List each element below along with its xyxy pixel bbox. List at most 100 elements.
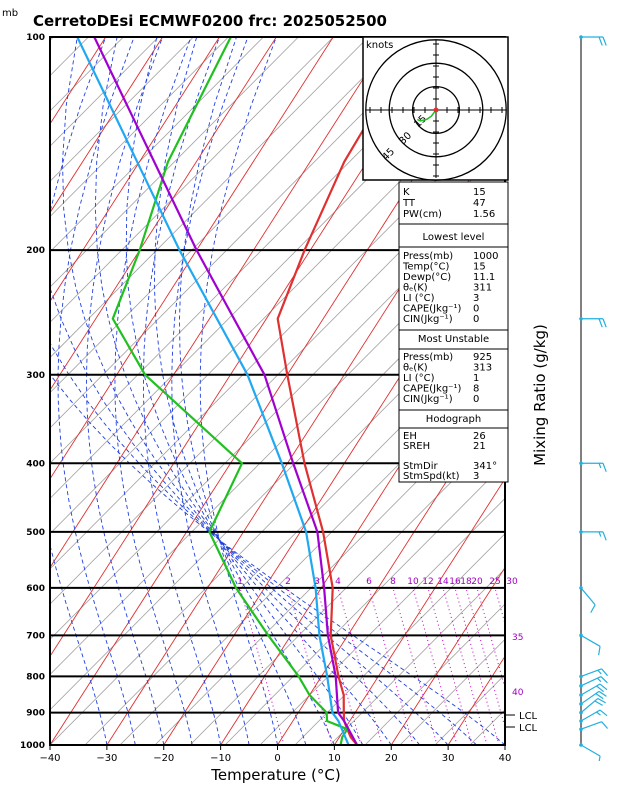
pressure-tick-label: 300 [26,371,45,381]
hodograph-table-row-label: SREH [403,441,430,452]
wind-barb-flag [590,604,596,613]
mixing-ratio-label: 4 [335,577,341,587]
moist-adiabat [114,37,193,745]
dry-adiabat [224,462,505,745]
moist-adiabat [142,37,222,745]
dry-adiabat [540,37,618,745]
lowest-level-table [398,223,509,331]
x-tick-label: −20 [153,753,174,764]
mixing-ratio-line [465,587,505,730]
dry-adiabat [294,533,505,745]
wind-barb-staff [580,676,602,687]
wind-barb-flag [598,690,607,697]
dry-adiabat [50,216,505,676]
moist-adiabat [50,286,449,745]
wind-barb-flag [602,36,607,46]
pressure-tick-label: 900 [26,709,45,719]
moist-adiabat [86,37,165,745]
dry-adiabat [50,37,264,253]
pressure-tick-label: 600 [26,584,45,594]
dry-adiabat [259,497,505,745]
pressure-tick-label: 800 [26,672,45,682]
x-axis-label: Temperature (°C) [210,766,340,784]
wind-barb-flag [596,685,604,693]
moist-adiabat [153,37,335,745]
wind-barb-flag [598,36,603,46]
dry-adiabat [50,37,194,182]
wind-barb-flag [596,677,602,683]
pressure-tick-label: 400 [26,459,45,469]
side-label: 40 [512,688,524,698]
x-tick-label: −30 [96,753,117,764]
wind-barb-staff [580,634,601,647]
index-row-label: TT [402,198,416,209]
hodograph-table-row-value: 21 [473,441,486,452]
moist-adiabat [50,37,108,745]
isotherm [50,37,334,480]
pressure-tick-label: 100 [26,33,45,43]
wind-barb-flag [598,318,603,328]
hodograph-units: knots [366,40,393,51]
lcl-label: LCL [519,723,538,734]
dry-adiabat [50,37,439,429]
lowest-level-row-label: CIN(Jkg⁻¹) [403,314,453,325]
lowest-level-row-value: 311 [473,283,492,294]
wind-barb-staff [580,709,601,722]
lowest-level-row-label: Dewp(°C) [403,272,451,283]
right-axis-label: Mixing Ratio (g/kg) [531,324,549,466]
wind-barb-flag [599,683,608,691]
lowest-level-row-value: 0 [473,314,479,325]
hodograph-table-row-label: StmSpd(kt) [403,471,460,482]
dry-adiabat [189,427,505,745]
lowest-level-row-value: 1000 [473,251,498,262]
mixing-ratio-label: 20 [471,577,483,587]
mixing-ratio-label: 10 [407,577,419,587]
wind-barb-flag [598,646,601,656]
index-row-value: 15 [473,187,486,198]
lowest-level-header: Lowest level [423,232,485,243]
lowest-level-row-value: 11.1 [473,272,495,283]
x-tick-label: −10 [210,753,231,764]
dry-adiabat [364,603,505,745]
isotherm [50,37,163,214]
moist-adiabat [179,37,307,745]
lowest-level-row-value: 0 [473,304,479,315]
mixing-ratio-labels: 1 2 3 4 6 8 10 12 14 16 18 20 25 30 [237,577,518,587]
wind-barb-flag [595,693,604,700]
dry-adiabat [50,37,299,288]
index-row-label: K [403,187,410,198]
mixing-ratio-label: 16 [449,577,461,587]
most-unstable-row-label: CAPE(Jkg⁻¹) [403,384,461,395]
isotherm [562,37,618,745]
dry-adiabat [50,37,404,394]
mixing-ratio-label: 14 [437,577,449,587]
dry-adiabat [154,392,505,745]
parcel-profile [93,37,359,745]
wind-profile [579,35,609,762]
wind-barb-flag [594,700,603,706]
moist-adiabat [50,341,477,745]
isotherm [333,477,505,745]
isotherm [50,37,277,391]
wind-barb-staff [580,721,602,730]
mixing-ratio-label: 1 [237,577,243,587]
dry-adiabat [50,37,159,147]
mixing-ratio-label: 3 [314,577,320,587]
most-unstable-row-value: 313 [473,363,492,374]
background-lines [50,37,618,745]
most-unstable-row-label: CIN(Jkg⁻¹) [403,394,453,405]
dry-adiabat [50,37,474,464]
pressure-tick-label: 700 [26,631,45,641]
most-unstable-row-label: Press(mb) [403,352,453,363]
lowest-level-row-label: Temp(°C) [402,262,450,273]
pressure-ticks: 100 200 300 400 500 600 700 800 900 1000 [20,33,45,751]
most-unstable-row-value: 1 [473,373,479,384]
wind-barb-flag [601,721,609,729]
wind-barb-staff [580,698,599,714]
most-unstable-row-value: 925 [473,352,492,363]
hodograph-table-header: Hodograph [426,414,481,425]
mixing-ratio-label: 12 [422,577,433,587]
